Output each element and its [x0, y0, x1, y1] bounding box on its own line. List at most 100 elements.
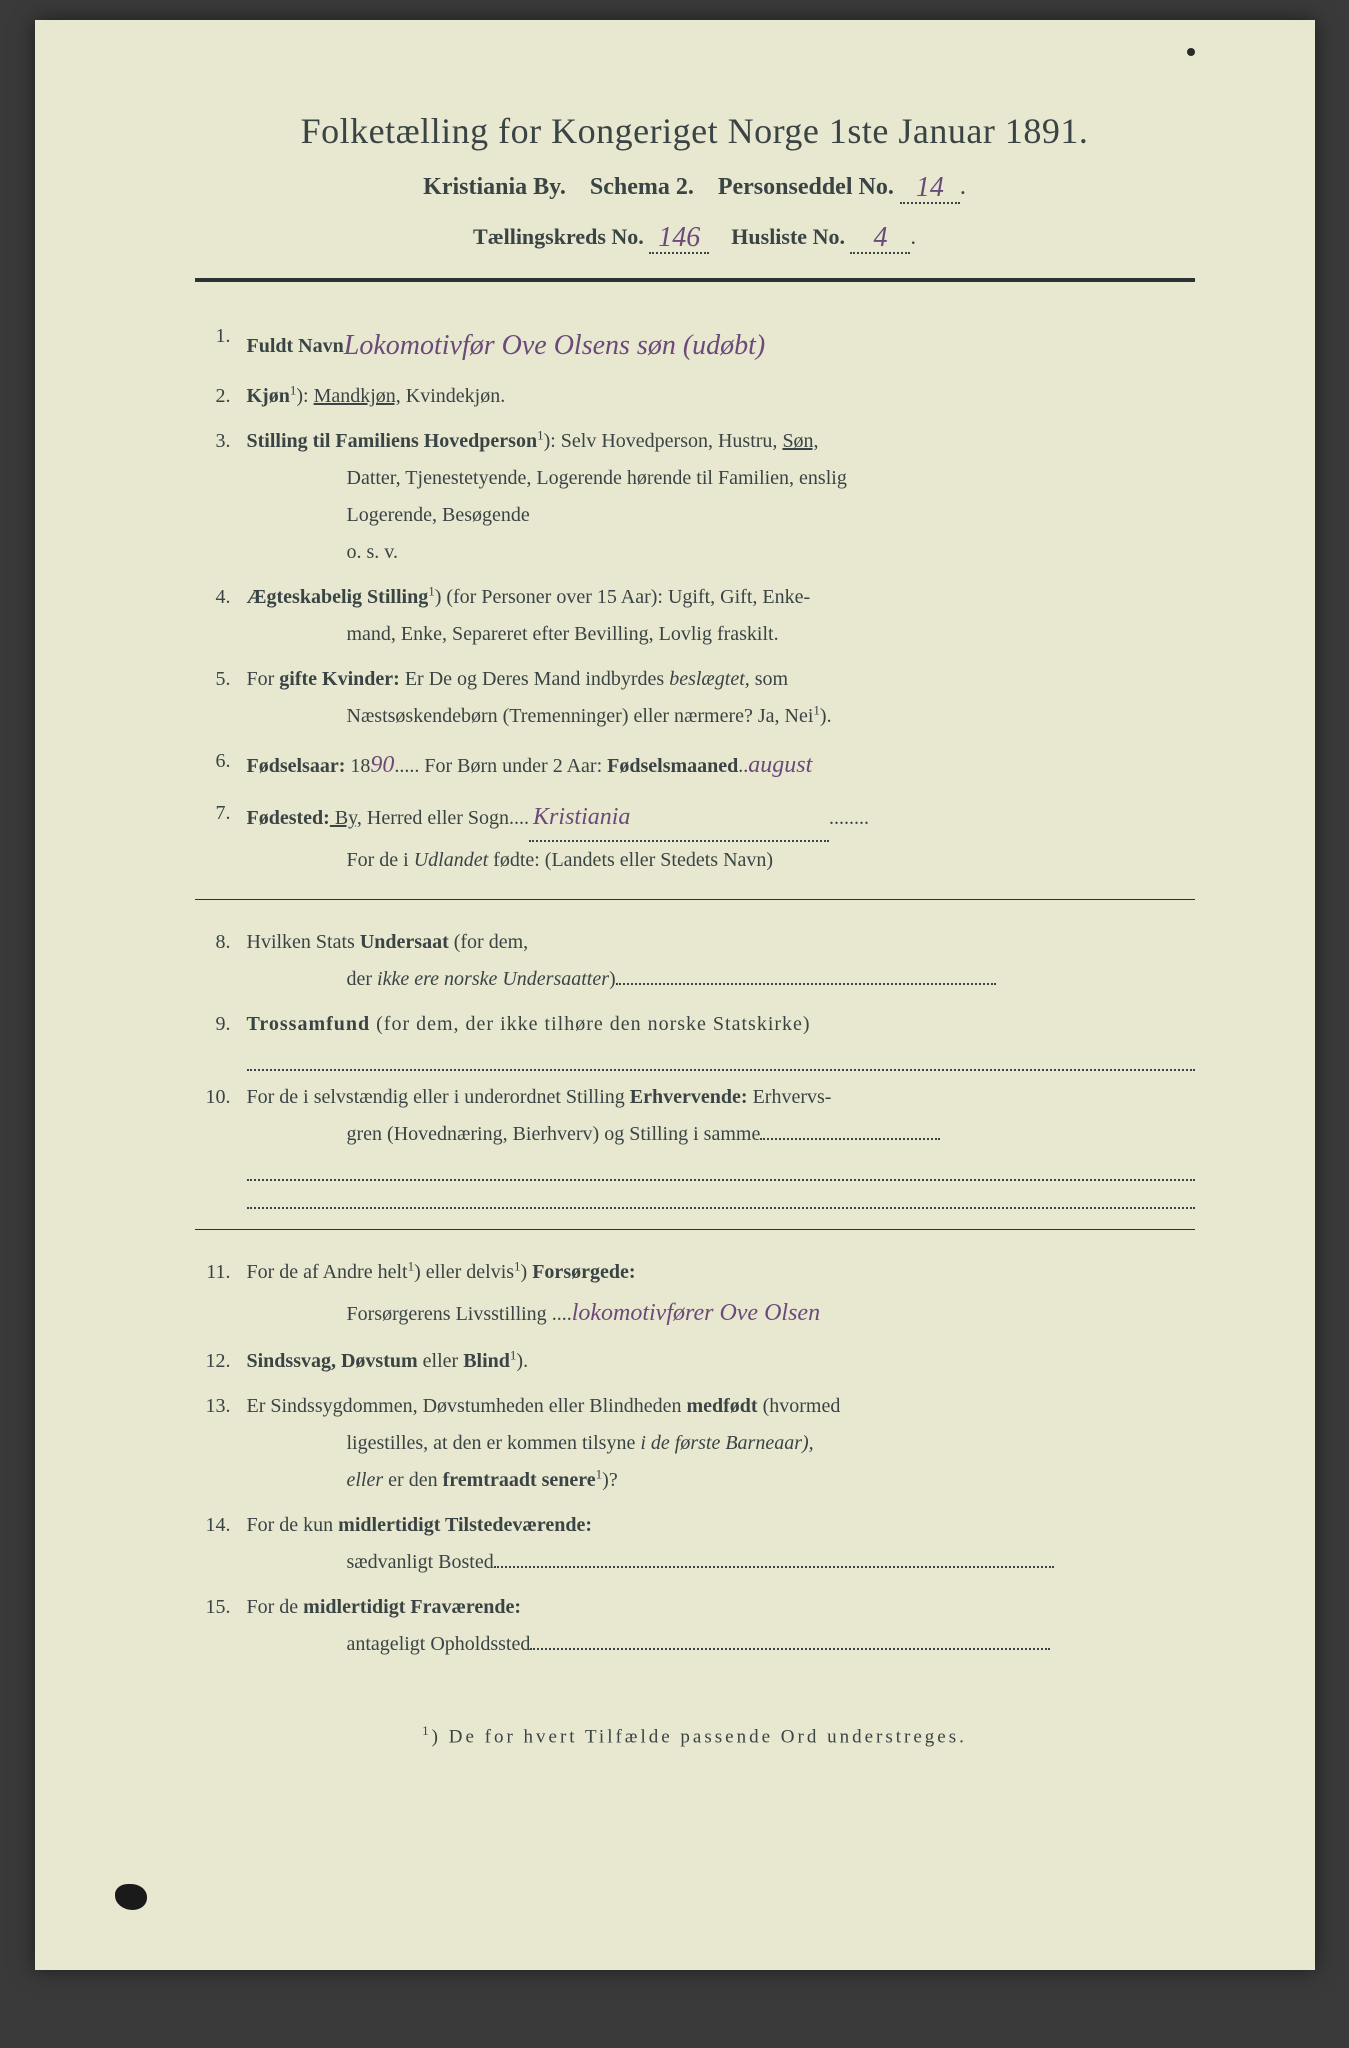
item-2: 2. Kjøn1): Mandkjøn, Kvindekjøn. [195, 378, 1195, 415]
item-content: Fødested: By, Herred eller Sogn....Krist… [247, 795, 1195, 878]
kreds-label: Tællingskreds No. [473, 224, 644, 249]
provider-value: lokomotivfører Ove Olsen [572, 1300, 820, 1326]
birthplace: Kristiania [529, 795, 829, 841]
item-content: For de midlertidigt Fraværende: antageli… [247, 1589, 1195, 1663]
item-5: 5. For gifte Kvinder: Er De og Deres Man… [195, 661, 1195, 735]
item-10: 10. For de i selvstændig eller i underor… [195, 1079, 1195, 1209]
item-9: 9. Trossamfund (for dem, der ikke tilhør… [195, 1006, 1195, 1071]
item-num: 4. [195, 579, 247, 653]
item-15: 15. For de midlertidigt Fraværende: anta… [195, 1589, 1195, 1663]
label: Erhvervende: [630, 1086, 748, 1108]
label: Kjøn [247, 385, 290, 407]
paper-mark [1187, 48, 1195, 56]
line3: eller er den fremtraadt senere1)? [247, 1462, 1195, 1499]
city-label: Kristiania By. [423, 174, 566, 200]
label: Stilling til Familiens Hovedperson [247, 430, 538, 452]
item-content: Kjøn1): Mandkjøn, Kvindekjøn. [247, 378, 1195, 415]
item-num: 8. [195, 924, 247, 998]
item-num: 10. [195, 1079, 247, 1209]
item-num: 5. [195, 661, 247, 735]
label: Forsørgede: [532, 1261, 635, 1283]
item-content: Er Sindssygdommen, Døvstumheden eller Bl… [247, 1388, 1195, 1499]
item-content: For de kun midlertidigt Tilstedeværende:… [247, 1507, 1195, 1581]
line2: Næstsøskendebørn (Tremenninger) eller næ… [247, 698, 1195, 735]
line2: antageligt Opholdssted [247, 1626, 1195, 1663]
divider-2 [195, 1229, 1195, 1230]
kreds-no: 146 [649, 220, 709, 254]
dotted-line [247, 1049, 1195, 1071]
item-content: Trossamfund (for dem, der ikke tilhøre d… [247, 1006, 1195, 1071]
personseddel-no: 14 [900, 170, 960, 204]
item-content: Ægteskabelig Stilling1) (for Personer ov… [247, 579, 1195, 653]
line2: For de i Udlandet fødte: (Landets eller … [247, 842, 1195, 879]
husliste-label: Husliste No. [731, 224, 845, 249]
form-items: 1. Fuldt NavnLokomotivfør Ove Olsens søn… [195, 318, 1195, 1663]
item-num: 7. [195, 795, 247, 878]
item-num: 3. [195, 423, 247, 571]
item-content: Sindssvag, Døvstum eller Blind1). [247, 1343, 1195, 1380]
label: gifte Kvinder: [279, 668, 400, 690]
item-num: 11. [195, 1254, 247, 1335]
item-content: For de af Andre helt1) eller delvis1) Fo… [247, 1254, 1195, 1335]
main-title: Folketælling for Kongeriget Norge 1ste J… [195, 110, 1195, 152]
item-content: Fuldt NavnLokomotivfør Ove Olsens søn (u… [247, 318, 1195, 370]
divider-1 [195, 899, 1195, 900]
item-num: 1. [195, 318, 247, 370]
item-7: 7. Fødested: By, Herred eller Sogn....Kr… [195, 795, 1195, 878]
husliste-no: 4 [850, 220, 910, 254]
item-num: 12. [195, 1343, 247, 1380]
gender-selected: Mandkjøn, [314, 385, 401, 407]
item-content: Hvilken Stats Undersaat (for dem, der ik… [247, 924, 1195, 998]
birth-month: august [748, 752, 812, 778]
item-num: 6. [195, 743, 247, 787]
census-form-page: Folketælling for Kongeriget Norge 1ste J… [35, 20, 1315, 1970]
schema-label: Schema 2. [590, 174, 694, 200]
item-num: 14. [195, 1507, 247, 1581]
inkblot-mark [115, 1884, 147, 1910]
item-11: 11. For de af Andre helt1) eller delvis1… [195, 1254, 1195, 1335]
label: Fødested: [247, 807, 330, 829]
line2: sædvanligt Bosted [247, 1544, 1195, 1581]
item-num: 15. [195, 1589, 247, 1663]
item-14: 14. For de kun midlertidigt Tilstedevære… [195, 1507, 1195, 1581]
item-content: Fødselsaar: 1890..... For Børn under 2 A… [247, 743, 1195, 787]
label: Undersaat [360, 931, 449, 953]
item-content: For de i selvstændig eller i underordnet… [247, 1079, 1195, 1209]
line3: Logerende, Besøgende [247, 497, 1195, 534]
item-4: 4. Ægteskabelig Stilling1) (for Personer… [195, 579, 1195, 653]
third-line: Tællingskreds No. 146 Husliste No. 4. [195, 220, 1195, 254]
relation-selected: Søn, [782, 430, 818, 452]
personseddel-label: Personseddel No. [718, 174, 894, 200]
item-num: 9. [195, 1006, 247, 1071]
label: Fødselsaar: [247, 755, 346, 777]
line2: Forsørgerens Livsstilling ....lokomotivf… [247, 1291, 1195, 1335]
form-header: Folketælling for Kongeriget Norge 1ste J… [195, 110, 1195, 254]
item-13: 13. Er Sindssygdommen, Døvstumheden elle… [195, 1388, 1195, 1499]
item-num: 13. [195, 1388, 247, 1499]
line2: ligestilles, at den er kommen tilsyne i … [247, 1425, 1195, 1462]
item-content: Stilling til Familiens Hovedperson1): Se… [247, 423, 1195, 571]
item-3: 3. Stilling til Familiens Hovedperson1):… [195, 423, 1195, 571]
item-8: 8. Hvilken Stats Undersaat (for dem, der… [195, 924, 1195, 998]
label: Ægteskabelig Stilling [247, 586, 429, 608]
name-value: Lokomotivfør Ove Olsens søn (udøbt) [344, 320, 766, 372]
label: medfødt [686, 1395, 757, 1417]
item-12: 12. Sindssvag, Døvstum eller Blind1). [195, 1343, 1195, 1380]
footnote: 1) De for hvert Tilfælde passende Ord un… [195, 1723, 1195, 1748]
label: midlertidigt Tilstedeværende: [338, 1514, 592, 1536]
item-content: For gifte Kvinder: Er De og Deres Mand i… [247, 661, 1195, 735]
dotted-line [247, 1187, 1195, 1209]
item-num: 2. [195, 378, 247, 415]
label: midlertidigt Fraværende: [303, 1596, 521, 1618]
item-6: 6. Fødselsaar: 1890..... For Børn under … [195, 743, 1195, 787]
line4: o. s. v. [247, 534, 1195, 571]
line2: Datter, Tjenestetyende, Logerende hørend… [247, 460, 1195, 497]
line2: der ikke ere norske Undersaatter) [247, 961, 1195, 998]
label: Sindssvag, Døvstum [247, 1350, 418, 1372]
label: Fuldt Navn [247, 335, 344, 357]
label: Trossamfund [247, 1013, 371, 1035]
item-1: 1. Fuldt NavnLokomotivfør Ove Olsens søn… [195, 318, 1195, 370]
birth-year: 90 [370, 752, 394, 778]
line2: gren (Hovednæring, Bierhverv) og Stillin… [247, 1116, 1195, 1153]
dotted-line [247, 1159, 1195, 1181]
